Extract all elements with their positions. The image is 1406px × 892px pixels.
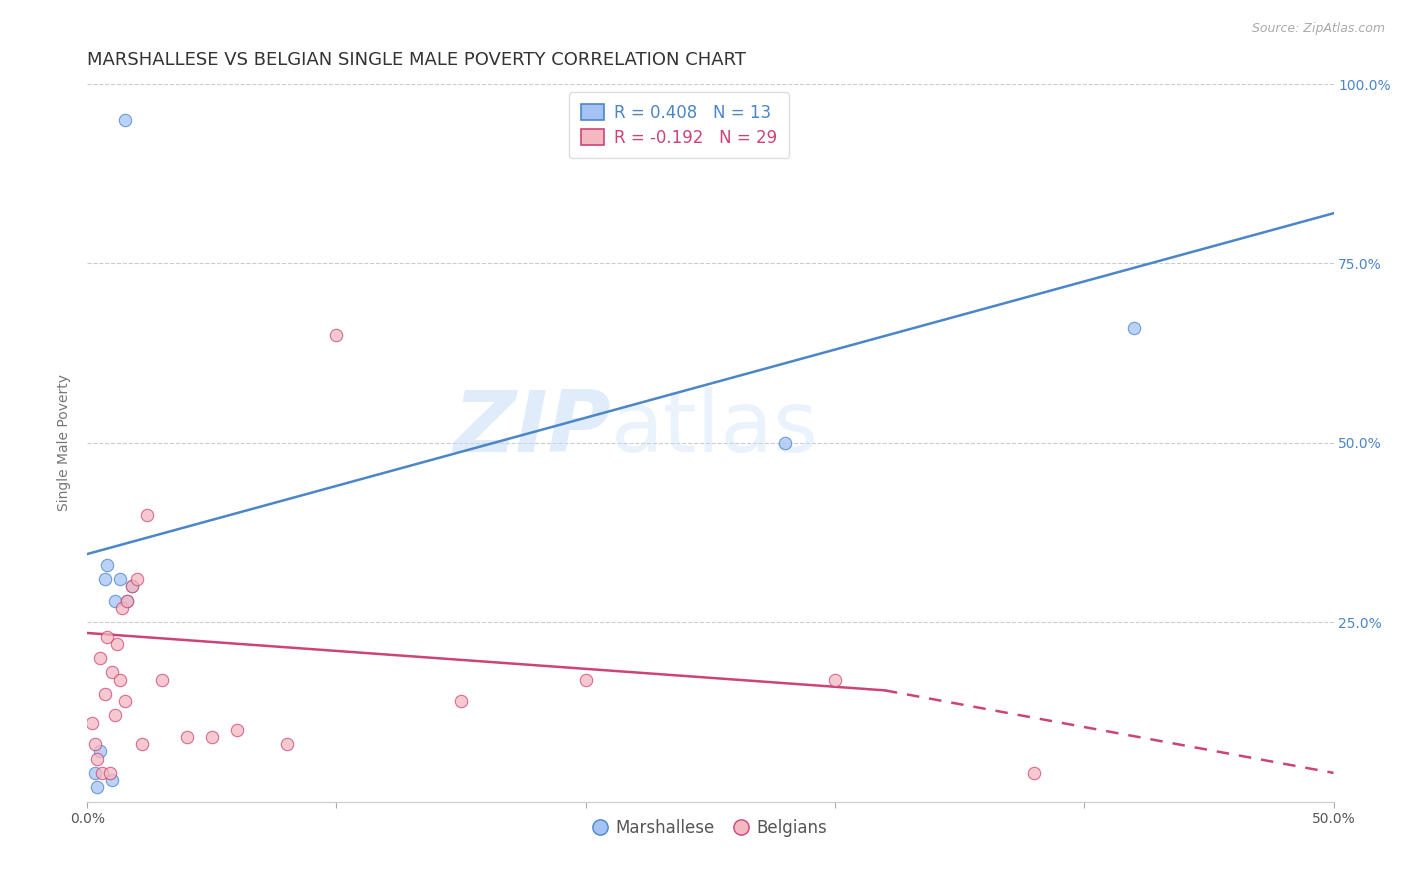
- Point: [121, 579, 143, 593]
- Point: [150, 673, 173, 687]
- Point: [225, 723, 247, 737]
- Point: [82, 715, 104, 730]
- Point: [86, 751, 108, 765]
- Point: [83, 737, 105, 751]
- Point: [1123, 321, 1146, 335]
- Point: [101, 772, 124, 787]
- Point: [86, 780, 108, 795]
- Point: [115, 593, 138, 607]
- Point: [114, 113, 136, 128]
- Point: [201, 730, 224, 744]
- Point: [114, 694, 136, 708]
- Point: [121, 579, 143, 593]
- Point: [93, 687, 115, 701]
- Point: [450, 694, 472, 708]
- Point: [89, 651, 111, 665]
- Point: [136, 508, 159, 522]
- Point: [824, 673, 846, 687]
- Text: MARSHALLESE VS BELGIAN SINGLE MALE POVERTY CORRELATION CHART: MARSHALLESE VS BELGIAN SINGLE MALE POVER…: [87, 51, 747, 69]
- Point: [96, 630, 118, 644]
- Point: [96, 558, 118, 572]
- Point: [575, 673, 598, 687]
- Point: [108, 572, 131, 586]
- Point: [108, 673, 131, 687]
- Legend: Marshallese, Belgians: Marshallese, Belgians: [586, 812, 834, 844]
- Point: [101, 665, 124, 680]
- Text: ZIP: ZIP: [453, 387, 610, 470]
- Point: [125, 572, 148, 586]
- Point: [1024, 765, 1046, 780]
- Point: [103, 593, 125, 607]
- Point: [115, 593, 138, 607]
- Point: [103, 708, 125, 723]
- Point: [131, 737, 153, 751]
- Text: Source: ZipAtlas.com: Source: ZipAtlas.com: [1251, 22, 1385, 36]
- Point: [91, 765, 114, 780]
- Point: [773, 435, 796, 450]
- Point: [325, 328, 347, 343]
- Text: atlas: atlas: [610, 387, 818, 470]
- Point: [93, 572, 115, 586]
- Y-axis label: Single Male Poverty: Single Male Poverty: [58, 375, 72, 511]
- Point: [105, 637, 128, 651]
- Point: [89, 744, 111, 758]
- Point: [276, 737, 298, 751]
- Point: [98, 765, 121, 780]
- Point: [176, 730, 198, 744]
- Point: [83, 765, 105, 780]
- Point: [111, 600, 134, 615]
